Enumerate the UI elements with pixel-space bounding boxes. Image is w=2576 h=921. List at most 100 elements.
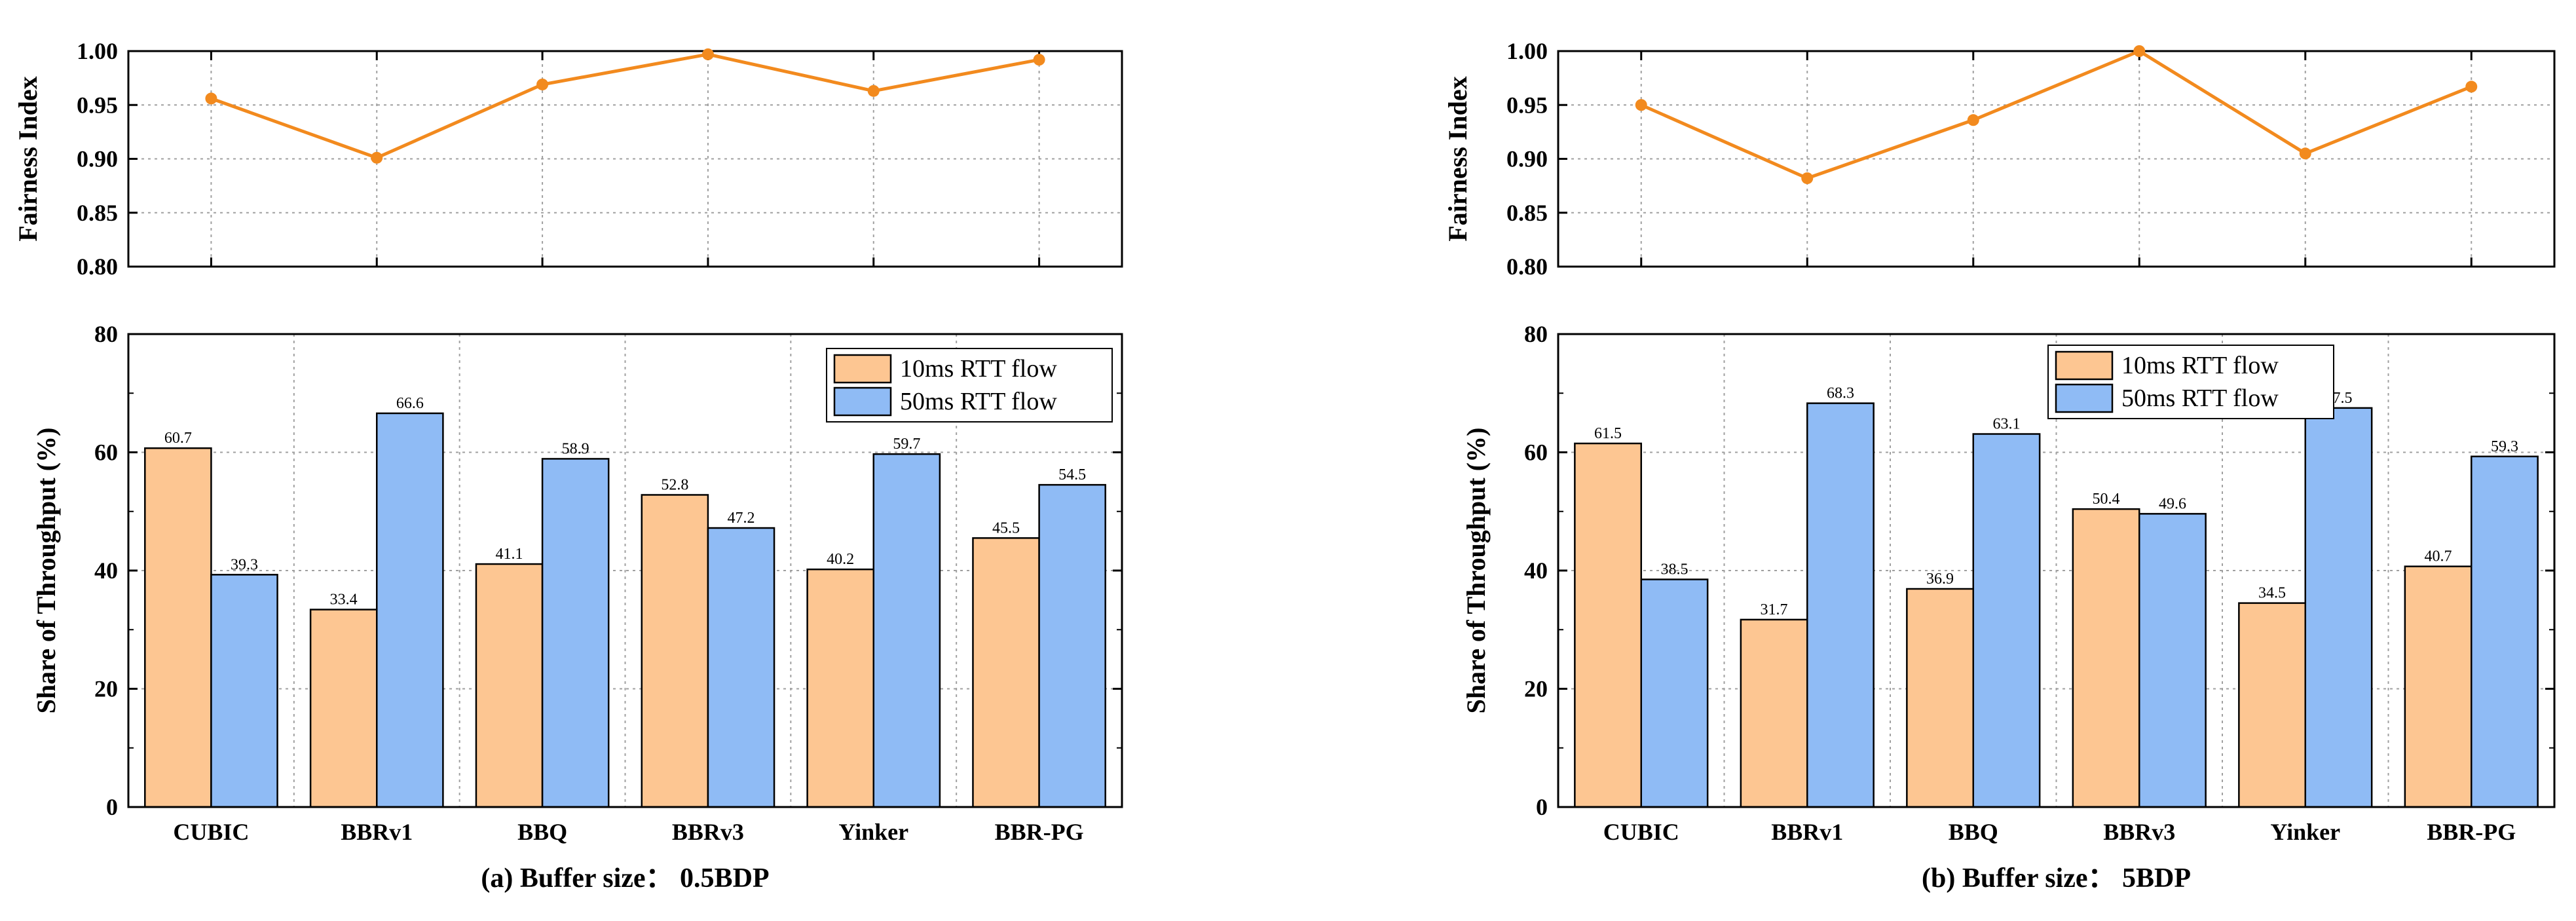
legend-label-10ms: 10ms RTT flow [2121, 352, 2279, 379]
fairness-point-bbr-pg [1033, 54, 1045, 66]
bar-10ms-bbrv1 [309, 609, 378, 808]
fairness-point-bbrv1 [371, 151, 383, 164]
fairness-point-cubic [1635, 99, 1647, 111]
bar-10ms-bbrv1 [1740, 618, 1808, 808]
y-axis-label-throughput: Share of Throughput (%) [31, 428, 61, 714]
bar-10ms-bbq [1906, 588, 1975, 808]
x-tick-label: CUBIC [173, 819, 249, 845]
legend-label-10ms: 10ms RTT flow [900, 355, 1057, 383]
x-tick-label: Yinker [838, 819, 908, 845]
fairness-series-line [1640, 49, 2473, 180]
bar-50ms-bbrv1 [1806, 402, 1875, 808]
y-tick-label: 0.90 [1506, 146, 1548, 172]
legend-swatch-10ms [2055, 350, 2114, 381]
bar-50ms-yinker [872, 453, 941, 808]
y-tick-label: 40 [1524, 557, 1548, 584]
fairness-series-line [210, 52, 1040, 160]
chart-panel-a: 0.80 0.85 0.90 0.95 1.00 Fairness Index 60.7 39… [13, 38, 1123, 893]
legend-swatch-10ms [833, 354, 892, 384]
bar-50ms-bbrv3 [707, 527, 775, 808]
bar-50ms-bbr-pg [2471, 455, 2539, 808]
bar-value-label: 49.6 [2159, 495, 2186, 512]
bar-10ms-bbrv3 [641, 494, 709, 808]
bar-value-label: 36.9 [1926, 571, 1954, 588]
fairness-point-bbrv3 [2133, 45, 2146, 57]
y-tick-label: 0.95 [77, 92, 118, 118]
bar-value-label: 45.5 [992, 519, 1020, 536]
y-tick-label: 60 [94, 440, 118, 466]
y-tick-label: 20 [94, 676, 118, 702]
y-axis-label-throughput: Share of Throughput (%) [1461, 428, 1491, 714]
bar-50ms-bbrv3 [2138, 513, 2207, 808]
bar-value-label: 40.7 [2425, 548, 2452, 565]
x-tick-label: BBQ [1949, 819, 1998, 845]
x-tick-label: CUBIC [1603, 819, 1679, 845]
bar-value-label: 66.6 [396, 395, 424, 412]
bar-10ms-yinker [806, 568, 875, 808]
bar-10ms-cubic [1574, 442, 1643, 808]
y-tick-label: 40 [94, 557, 118, 584]
bar-value-label: 38.5 [1660, 561, 1688, 578]
throughput-bar-chart: 60.7 39.3 33.4 66.6 41.1 58.9 52.8 47.2 40.2 59.7… [31, 321, 1123, 845]
throughput-bar-chart: 61.538.531.768.336.963.150.4 49.634.567.5… [1461, 321, 2556, 845]
fairness-point-bbr-pg [2465, 81, 2478, 93]
y-tick-label: 1.00 [77, 38, 118, 64]
legend: 10ms RTT flow 50ms RTT flow [2047, 345, 2334, 419]
x-tick-label: BBQ [517, 819, 567, 845]
y-tick-label: 80 [1524, 321, 1548, 347]
figure-caption: (a) Buffer size： 0.5BDP [481, 863, 769, 893]
chart-panel-b: 0.80 0.85 0.90 0.95 1.00 Fairness Index 61.5 38… [1443, 38, 2556, 893]
y-tick-label: 0.95 [1506, 92, 1548, 118]
bar-value-label: 39.3 [231, 556, 258, 573]
bar-50ms-cubic [210, 574, 278, 808]
bar-50ms-bbq [1972, 433, 2041, 808]
x-tick-label: BBRv1 [1771, 819, 1843, 845]
bar-50ms-bbrv1 [376, 412, 444, 808]
y-tick-label: 1.00 [1506, 38, 1548, 64]
x-tick-label: BBRv1 [341, 819, 413, 845]
bar-50ms-bbr-pg [1038, 483, 1106, 808]
bar-value-label: 68.3 [1827, 385, 1854, 402]
bar-value-label: 41.1 [496, 546, 523, 563]
x-tick-label: Yinker [2270, 819, 2340, 845]
bar-10ms-bbrv3 [2072, 508, 2140, 808]
y-tick-label: 0.80 [1506, 254, 1548, 280]
bar-10ms-yinker [2238, 602, 2307, 808]
fairness-point-bbq [536, 78, 549, 90]
bar-value-label: 31.7 [1761, 601, 1788, 618]
fairness-point-bbrv3 [701, 48, 714, 60]
legend-label-50ms: 50ms RTT flow [2121, 385, 2279, 412]
bar-value-label: 47.2 [727, 510, 755, 527]
fairness-point-bbq [1967, 114, 1979, 126]
fairness-line-chart: 0.80 0.85 0.90 0.95 1.00 Fairness Index [1443, 38, 2556, 280]
legend: 10ms RTT flow 50ms RTT flow [826, 348, 1113, 423]
bar-value-label: 58.9 [562, 440, 589, 457]
x-tick-label: BBRv3 [2103, 819, 2175, 845]
bar-50ms-cubic [1640, 578, 1709, 808]
legend-swatch-50ms [833, 386, 892, 417]
bar-value-label: 59.7 [893, 436, 920, 453]
bar-value-label: 59.3 [2491, 438, 2518, 455]
bar-value-label: 33.4 [330, 592, 358, 609]
fairness-point-yinker [2299, 147, 2311, 160]
y-axis-label-fairness: Fairness Index [13, 76, 43, 241]
bar-10ms-bbq [475, 563, 544, 808]
fairness-point-yinker [867, 85, 880, 97]
y-tick-label: 0 [106, 794, 118, 820]
bar-10ms-cubic [144, 447, 212, 808]
y-tick-label: 0.90 [77, 146, 118, 172]
y-tick-label: 0.80 [77, 254, 118, 280]
bar-value-label: 52.8 [661, 476, 688, 493]
y-tick-label: 0.85 [77, 200, 118, 226]
bar-value-label: 54.5 [1058, 466, 1086, 483]
bar-10ms-bbr-pg [2404, 565, 2473, 808]
x-tick-label: BBRv3 [672, 819, 744, 845]
bar-50ms-yinker [2304, 407, 2373, 808]
legend-swatch-50ms [2055, 383, 2114, 413]
bar-value-label: 63.1 [1992, 416, 2020, 433]
x-tick-label: BBR-PG [2427, 819, 2516, 845]
figure-caption: (b) Buffer size： 5BDP [1922, 863, 2191, 893]
fairness-point-cubic [205, 92, 217, 105]
y-tick-label: 0.85 [1506, 200, 1548, 226]
